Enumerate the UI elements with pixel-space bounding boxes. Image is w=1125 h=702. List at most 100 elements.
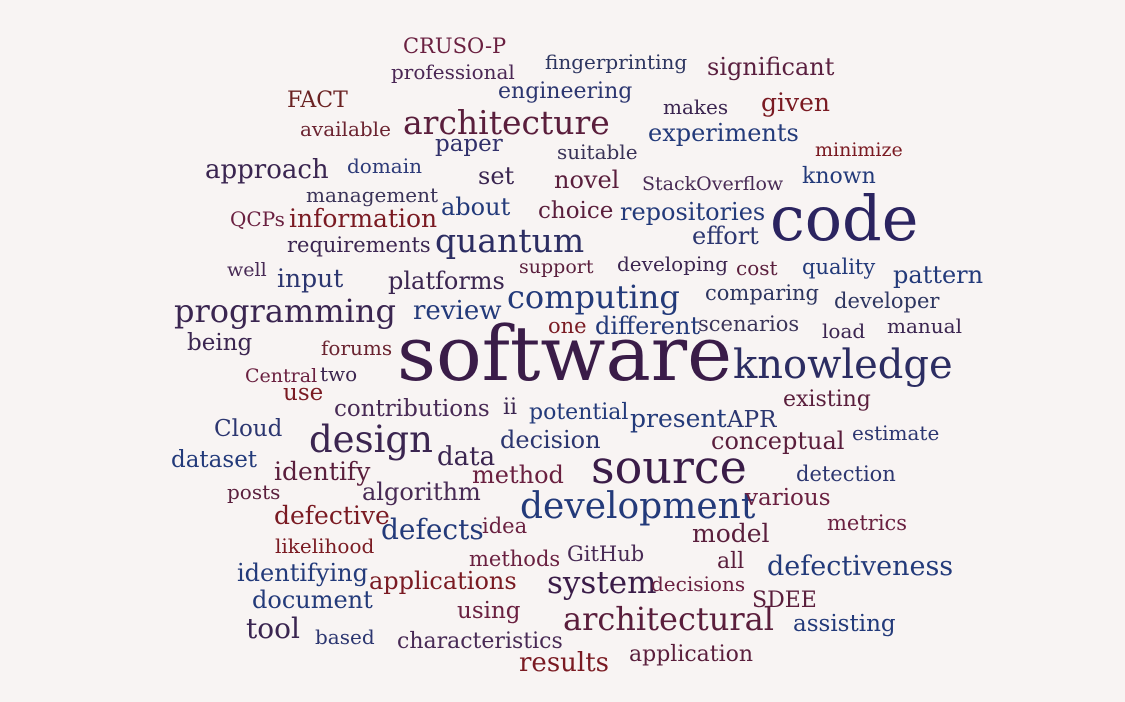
word-decision: decision [500,426,601,454]
word-potential: potential [529,400,629,425]
word-apr: APR [727,407,777,433]
word-defectiveness: defectiveness [767,551,954,582]
word-fact: FACT [287,88,348,113]
word-development: development [520,486,756,527]
word-input: input [277,264,344,293]
word-defects: defects [381,513,484,546]
word-various: various [745,485,831,511]
word-architectural: architectural [563,600,774,638]
word-qcps: QCPs [230,207,285,231]
word-platforms: platforms [388,267,505,295]
word-model: model [692,519,770,548]
word-two: two [320,362,358,386]
word-existing: existing [783,387,871,412]
word-minimize: minimize [815,139,903,161]
word-algorithm: algorithm [362,478,481,506]
word-assisting: assisting [793,611,896,637]
word-choice: choice [538,198,614,224]
word-approach: approach [205,155,329,185]
word-quality: quality [802,255,876,279]
word-contributions: contributions [334,396,490,422]
word-use: use [283,380,324,406]
word-dataset: dataset [171,447,258,473]
word-system: system [547,565,657,601]
word-present: present [630,404,727,433]
word-cost: cost [736,256,778,280]
word-characteristics: characteristics [397,629,563,654]
word-posts: posts [227,480,281,504]
word-programming: programming [174,292,396,330]
word-quantum: quantum [435,221,585,260]
word-idea: idea [482,514,528,538]
word-scenarios: scenarios [698,312,800,336]
word-forums: forums [321,336,393,360]
word-support: support [519,256,594,278]
word-decisions: decisions [651,572,746,596]
word-pattern: pattern [893,261,984,289]
word-manual: manual [887,314,962,338]
word-engineering: engineering [498,79,633,104]
word-being: being [187,330,253,356]
word-github: GitHub [567,542,645,566]
word-makes: makes [663,95,729,119]
word-tool: tool [246,612,300,645]
word-management: management [306,183,439,207]
word-load: load [822,319,866,343]
word-experiments: experiments [648,119,799,147]
word-about: about [441,193,511,221]
word-review: review [413,296,502,326]
word-knowledge: knowledge [733,342,953,388]
word-code: code [770,182,919,255]
word-design: design [309,418,433,461]
word-suitable: suitable [557,140,638,164]
word-identify: identify [274,457,371,486]
word-sdee: SDEE [752,588,817,613]
word-requirements: requirements [287,233,431,257]
word-all: all [717,549,745,574]
word-software: software [397,309,733,398]
word-fingerprinting: fingerprinting [545,50,688,74]
word-cruso-p: CRUSO-P [403,34,507,58]
word-using: using [457,598,521,624]
word-effort: effort [692,222,759,250]
word-ii: ii [503,395,518,420]
word-professional: professional [391,60,515,84]
word-different: different [595,312,701,340]
word-methods: methods [469,547,561,571]
word-cloud: Cloud [214,416,283,442]
word-well: well [227,259,267,281]
word-method: method [472,461,564,489]
word-document: document [252,586,373,614]
word-set: set [478,162,515,190]
word-central: Central [245,365,318,387]
word-defective: defective [274,501,390,530]
word-estimate: estimate [852,421,940,445]
word-domain: domain [347,154,423,178]
word-repositories: repositories [620,198,766,226]
word-paper: paper [435,131,503,157]
word-results: results [519,648,610,678]
word-applications: applications [369,567,517,595]
word-source: source [591,440,747,494]
word-identifying: identifying [237,559,368,587]
word-data: data [437,442,496,472]
word-given: given [761,88,831,117]
word-novel: novel [554,166,620,194]
word-computing: computing [507,278,680,316]
word-stackoverflow: StackOverflow [642,173,784,195]
word-available: available [300,117,391,141]
word-information: information [289,204,438,233]
word-conceptual: conceptual [711,427,845,455]
word-detection: detection [796,462,896,486]
word-metrics: metrics [827,511,908,535]
word-comparing: comparing [705,281,820,305]
word-known: known [802,164,876,189]
word-significant: significant [707,53,835,81]
word-based: based [315,625,375,649]
word-application: application [629,642,754,667]
word-developer: developer [834,289,940,313]
word-likelihood: likelihood [275,534,375,558]
word-developing: developing [617,252,729,276]
word-one: one [548,314,587,338]
